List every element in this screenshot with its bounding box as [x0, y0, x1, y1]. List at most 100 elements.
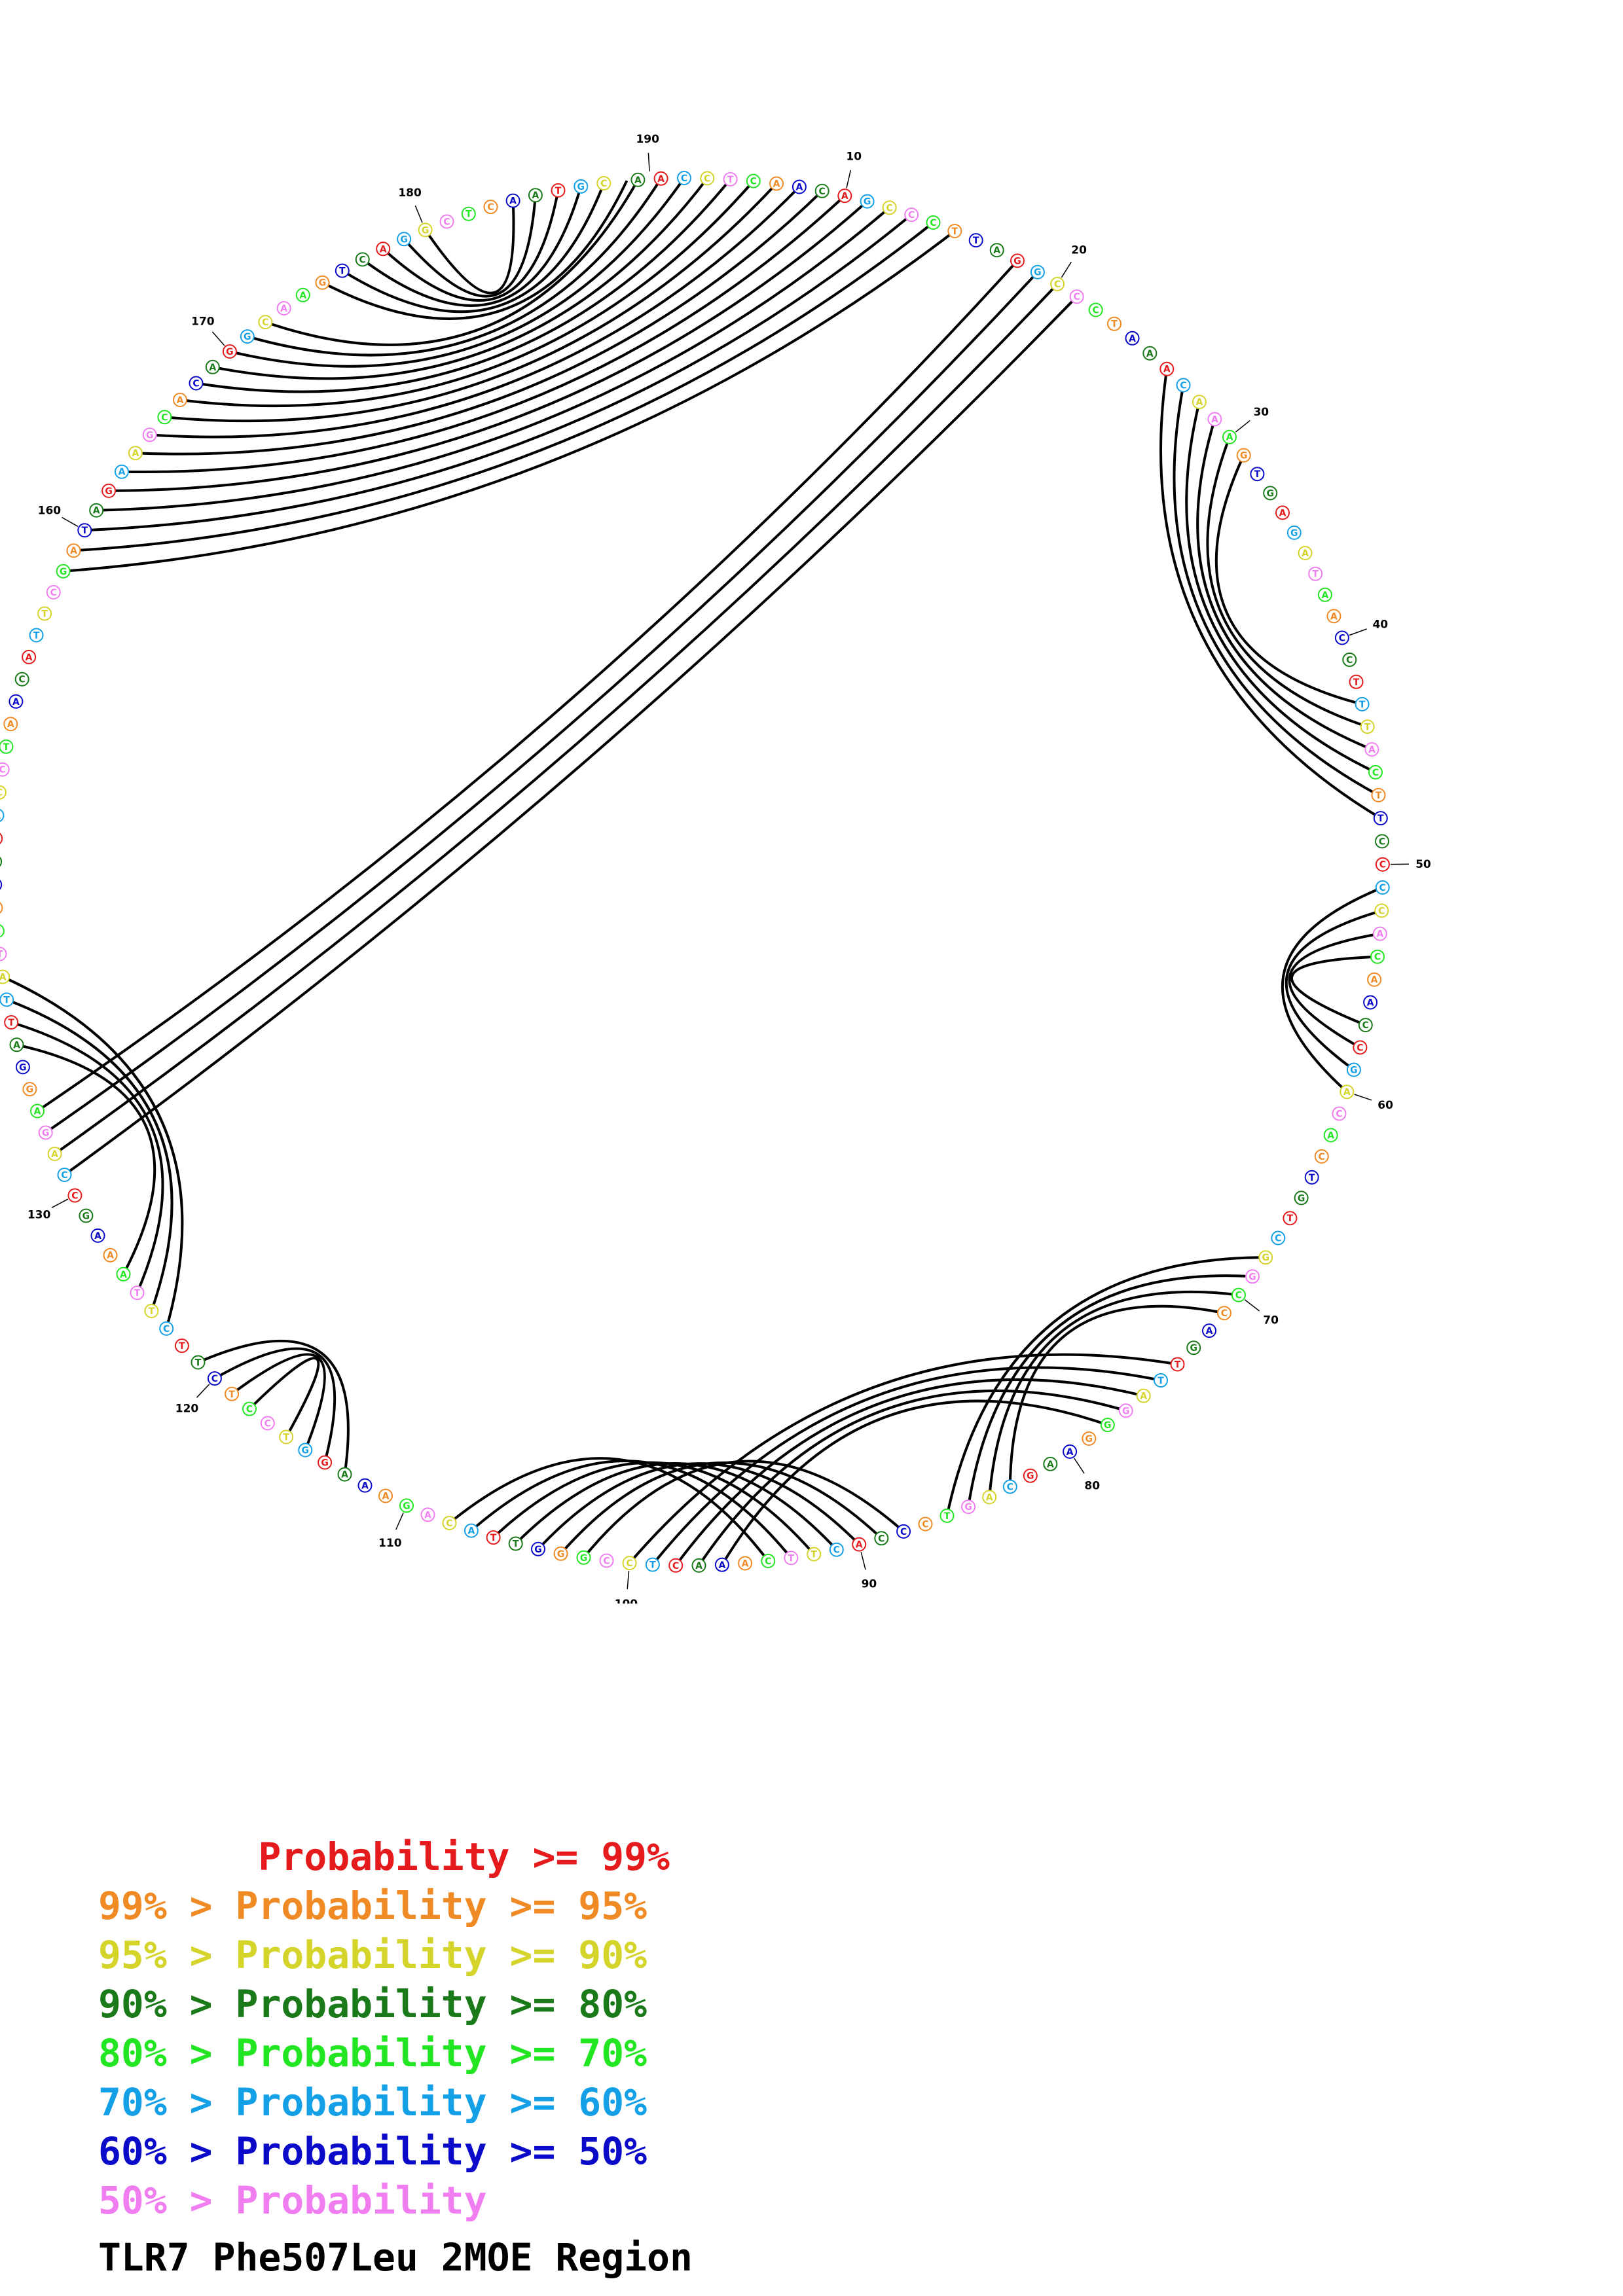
nucleotide-node: G [22, 1082, 37, 1097]
nucleotide-letter: G [1034, 268, 1042, 278]
nucleotide-letter: A [70, 546, 77, 556]
nucleotide-node: T [225, 1386, 240, 1401]
nucleotide-letter: A [695, 1561, 702, 1571]
nucleotide-letter: C [264, 1419, 271, 1429]
base-pair-arc [697, 1390, 1127, 1567]
nucleotide-letter: G [1122, 1406, 1130, 1416]
nucleotide-node: A [653, 171, 668, 186]
nucleotide-letter: T [1312, 569, 1319, 580]
nucleotide-letter: T [41, 609, 48, 620]
nucleotide-node: C [677, 171, 691, 185]
nucleotide-letter: A [657, 174, 665, 185]
nucleotide-letter: C [922, 1520, 928, 1530]
base-pair-arc [492, 1461, 815, 1555]
nucleotide-letter: C [1346, 655, 1353, 666]
nucleotide-letter: T [1158, 1376, 1164, 1386]
nucleotide-node: G [298, 1443, 313, 1458]
circular-arc-diagram: 1020304050607080901001101201301401501601… [0, 133, 1431, 1604]
base-pair-arc [196, 178, 732, 393]
nucleotide-letter: G [1085, 1434, 1093, 1444]
nucleotide-letter: G [1249, 1272, 1256, 1282]
nucleotide-node: A [1340, 1085, 1355, 1100]
nucleotide-node: G [0, 902, 3, 914]
nucleotide-letter: C [161, 412, 168, 423]
nucleotide-letter: C [487, 202, 494, 213]
nucleotide-node: T [947, 224, 962, 238]
nucleotide-node: G [1010, 253, 1025, 268]
nucleotide-letter: A [773, 179, 780, 190]
nucleotide-letter: T [339, 266, 346, 277]
nucleotide-letter: C [1379, 883, 1386, 893]
position-ticks: 1020304050607080901001101201301401501601… [27, 133, 1431, 1604]
nucleotide-node: C [1002, 1479, 1017, 1494]
nucleotide-letter: G [1013, 256, 1021, 266]
nucleotide-node: C [926, 215, 941, 230]
base-pair-arc [1159, 368, 1381, 819]
nucleotide-letter: C [930, 218, 936, 228]
base-pair-arc [213, 1347, 337, 1463]
nucleotide-node: C [1176, 378, 1191, 393]
base-pair-arc [945, 1256, 1266, 1516]
nucleotide-node: A [464, 1523, 479, 1538]
position-label: 110 [378, 1537, 402, 1550]
base-pair-arc [674, 1378, 1144, 1566]
nucleotide-letter: C [1319, 1152, 1325, 1162]
nucleotide-node: G [222, 344, 237, 359]
nucleotide-node: A [30, 1103, 45, 1119]
nucleotide-letter: A [795, 183, 803, 193]
base-pair-arc [403, 195, 537, 298]
position-tick [1074, 1458, 1085, 1474]
nucleotide-node: T [0, 992, 14, 1007]
nucleotide-letter: T [555, 186, 562, 196]
nucleotide-node: T [174, 1338, 189, 1354]
nucleotide-letter: T [1359, 700, 1366, 710]
nucleotide-letter: A [94, 1231, 101, 1242]
nucleotide-letter: T [283, 1433, 289, 1443]
nucleotide-node: C [1358, 1018, 1373, 1033]
nucleotide-letter: G [1104, 1420, 1112, 1431]
nucleotide-node: T [1304, 1170, 1319, 1185]
nucleotide-letter: A [1327, 1130, 1334, 1141]
nucleotide-node: A [1363, 995, 1378, 1010]
nucleotide-node: A [0, 808, 5, 822]
nucleotide-node: T [1283, 1211, 1298, 1226]
nucleotide-node: G [1118, 1403, 1133, 1418]
position-tick [1349, 628, 1367, 636]
base-pair-arc [135, 190, 824, 456]
position-tick [1061, 261, 1072, 278]
nucleotide-node: G [315, 275, 330, 290]
nucleotide-letter: G [42, 1128, 50, 1139]
position-label: 160 [38, 505, 62, 518]
position-tick [627, 1571, 630, 1590]
nucleotide-node: A [1326, 609, 1341, 624]
nucleotide-node: A [205, 359, 220, 374]
nucleotide-letter: G [321, 1458, 329, 1469]
nucleotide-letter: A [209, 363, 216, 373]
nucleotide-node: A [90, 1228, 105, 1243]
nucleotide-letter: C [908, 210, 915, 221]
nucleotide-node: C [189, 376, 204, 391]
nucleotide-letter: A [742, 1559, 749, 1570]
nucleotide-letter: C [19, 675, 26, 685]
nucleotide-node: G [38, 1125, 53, 1140]
position-label: 170 [191, 315, 215, 329]
nucleotide-letter: G [557, 1549, 565, 1560]
nucleotide-node: C [439, 214, 454, 229]
nucleotide-node: A [1207, 412, 1222, 427]
legend-row-60-70: 70% > Probability >= 60% [98, 2080, 647, 2125]
nucleotide-node: G [961, 1499, 976, 1515]
nucleotide-letter: A [0, 811, 1, 821]
position-label: 180 [398, 187, 422, 200]
nucleotide-node: T [1250, 467, 1265, 482]
nucleotide-node: C [1368, 764, 1383, 780]
nucleotide-node: C [1374, 903, 1389, 918]
nucleotide-node: C [57, 1168, 72, 1182]
nucleotide-letter: A [12, 697, 20, 708]
nucleotide-node: G [1100, 1418, 1115, 1433]
nucleotide-letter: G [19, 1062, 27, 1073]
nucleotide-node: A [22, 649, 37, 664]
nucleotide-letter: C [1336, 1109, 1342, 1120]
nucleotide-node: G [1186, 1340, 1201, 1355]
nucleotide-letter: A [509, 196, 517, 207]
nucleotide-letter: A [841, 191, 848, 202]
